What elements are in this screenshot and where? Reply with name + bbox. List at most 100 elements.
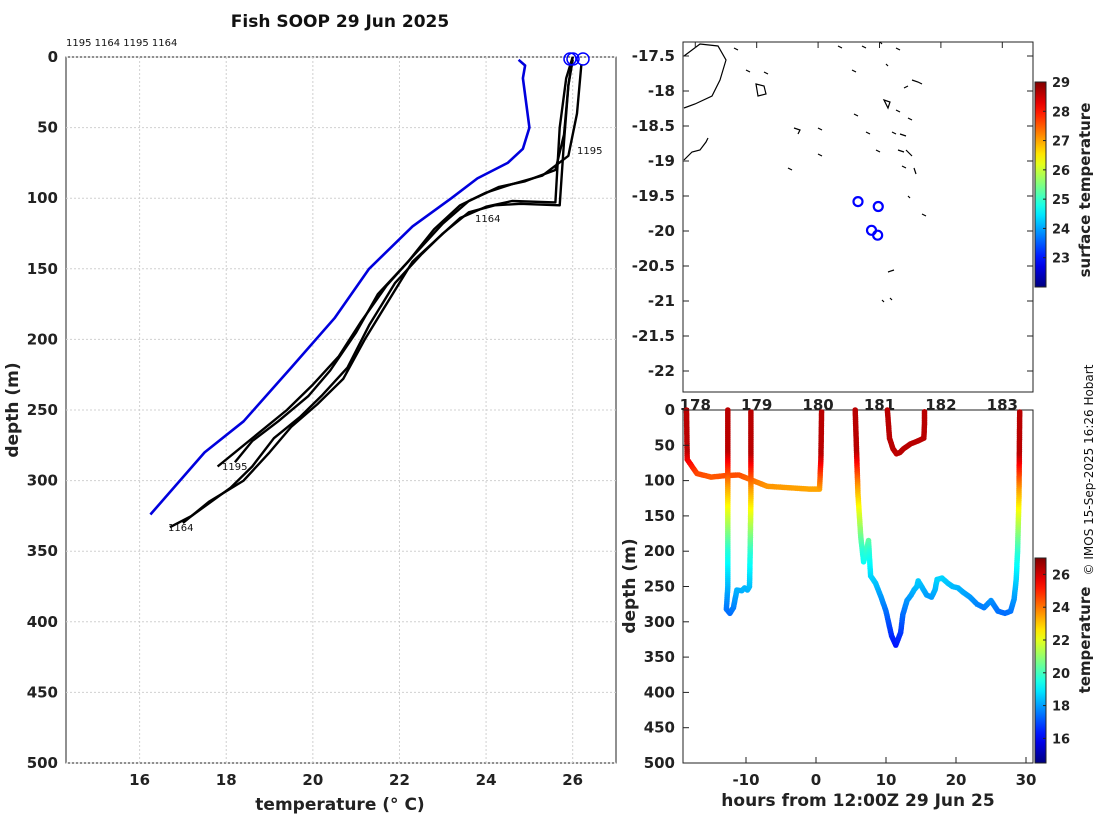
map-y-tick-label: -21 [648,292,675,310]
section-y-tick-label: 500 [644,754,675,772]
section-y-tick-label: 250 [644,578,675,596]
section-colorbar-label: temperature [1076,587,1094,694]
colorbar-bar [1034,81,1047,288]
surface-marker [566,52,580,66]
map-y-tick-label: -17.5 [632,47,675,65]
y-tick-label: 50 [37,119,58,137]
colorbar-tick-label: 16 [1052,732,1070,747]
annotation-label: 1164 [475,214,500,225]
colorbar-bar [1034,557,1047,764]
section-point [921,409,928,415]
section-x-tick-label: 30 [1016,771,1037,789]
map-y-tick-label: -18 [648,82,675,100]
section-y-tick-label: 150 [644,507,675,525]
colorbar-tick-label: 26 [1052,164,1070,179]
x-tick-label: 24 [476,771,497,789]
colorbar-tick-label: 24 [1052,601,1070,616]
y-tick-label: 400 [27,613,58,631]
colorbar-tick-label: 23 [1052,252,1070,267]
annotation-label: 1195 [577,146,602,157]
chart-title: Fish SOOP 29 Jun 2025 [231,12,449,32]
colorbar-tick-label: 18 [1052,700,1070,715]
coastline-shape [853,113,913,153]
y-tick-label: 100 [27,189,58,207]
coastline-shape [733,47,769,97]
profile-ticks: 16 18 20 22 24 26 0 50 100 150 200 250 300 350 400 450 5… [27,48,583,789]
colorbar-tick-label: 25 [1052,193,1070,208]
colorbar-tick-label: 29 [1052,76,1070,91]
map-y-tick-label: -18.5 [632,117,675,135]
section-y-tick-label: 450 [644,719,675,737]
surface-marker [576,52,590,66]
colorbar-tick-label: 27 [1052,135,1070,150]
section-chart: 0 50 100 150 200 250 300 350 400 450 500 -10 0 10 20 30… [620,401,1094,811]
y-tick-label: 450 [27,683,58,701]
section-y-label: depth (m) [620,538,640,633]
series-line-1164 [169,56,574,529]
profile-series [149,56,583,529]
section-y-tick-label: 200 [644,542,675,560]
y-tick-label: 200 [27,330,58,348]
section-x-tick-label: 10 [876,771,897,789]
map-y-tick-label: -20 [648,222,675,240]
profile-x-label: temperature (° C) [255,795,424,815]
profile-axes-box [65,56,617,764]
colorbar-tick-label: 20 [1052,667,1070,682]
x-tick-label: 16 [129,771,150,789]
map-colorbar-label: surface temperature [1076,103,1094,278]
map-y-tick-label: -19 [648,152,675,170]
map-stations [852,196,884,241]
y-tick-label: 500 [27,754,58,772]
station-marker [852,196,864,208]
section-y-tick-label: 100 [644,472,675,490]
x-tick-label: 20 [302,771,323,789]
profile-y-label: depth (m) [3,362,23,457]
section-point [1016,409,1023,415]
map-y-tick-label: -20.5 [632,257,675,275]
colorbar-tick-label: 26 [1052,568,1070,583]
coastline-shape [683,43,727,109]
profile-chart: 16 18 20 22 24 26 0 50 100 150 200 250 300 350 400 450 5… [3,12,617,815]
section-x-tick-label: 20 [946,771,967,789]
station-marker [872,200,884,213]
section-point [748,409,754,415]
map-chart: -17.5 -18 -18.5 -19 -19.5 -20 -20.5 -21 -21.5 -22… [632,41,1094,414]
series-line-1164b [182,56,574,524]
series-line-climatology [149,58,531,516]
section-y-tick-label: 300 [644,613,675,631]
section-ticks: 0 50 100 150 200 250 300 350 400 450 500 -10 0 10 20 30 [644,401,1037,789]
section-x-tick-label: -10 [732,771,759,789]
y-tick-label: 300 [27,472,58,490]
map-y-tick-label: -19.5 [632,187,675,205]
section-x-tick-label: 0 [811,771,821,789]
map-axes-box [682,41,1034,393]
colorbar-tick-label: 24 [1052,222,1070,237]
map-y-tick-label: -22 [648,362,675,380]
coastline [683,41,927,303]
section-y-tick-label: 350 [644,648,675,666]
section-y-tick-label: 400 [644,683,675,701]
colorbar-tick-label: 28 [1052,105,1070,120]
profile-annotations: 1195 1164 1195 1164 [168,146,602,534]
x-tick-label: 22 [389,771,410,789]
coastline-shape [683,137,709,161]
colorbar-tick-label: 22 [1052,634,1070,649]
ship-ids-header: 1195 1164 1195 1164 [66,38,177,49]
map-y-tick-label: -21.5 [632,327,675,345]
station-marker [872,229,884,241]
section-point [818,409,825,415]
y-tick-label: 150 [27,260,58,278]
x-tick-label: 18 [216,771,237,789]
annotation-label: 1164 [168,523,193,534]
y-tick-label: 350 [27,542,58,560]
temperature-colorbar: 16 18 20 22 24 26 [1034,557,1070,764]
coastline-shape [837,41,901,73]
annotation-label: 1195 [222,462,247,473]
section-x-label: hours from 12:00Z 29 Jun 25 [721,791,994,811]
y-tick-label: 0 [48,48,58,66]
coastline-shape [897,149,927,217]
coastline-shape [882,79,923,113]
series-line-1195b [233,63,583,463]
surface-temperature-colorbar: 23 24 25 26 27 28 29 [1034,76,1070,288]
